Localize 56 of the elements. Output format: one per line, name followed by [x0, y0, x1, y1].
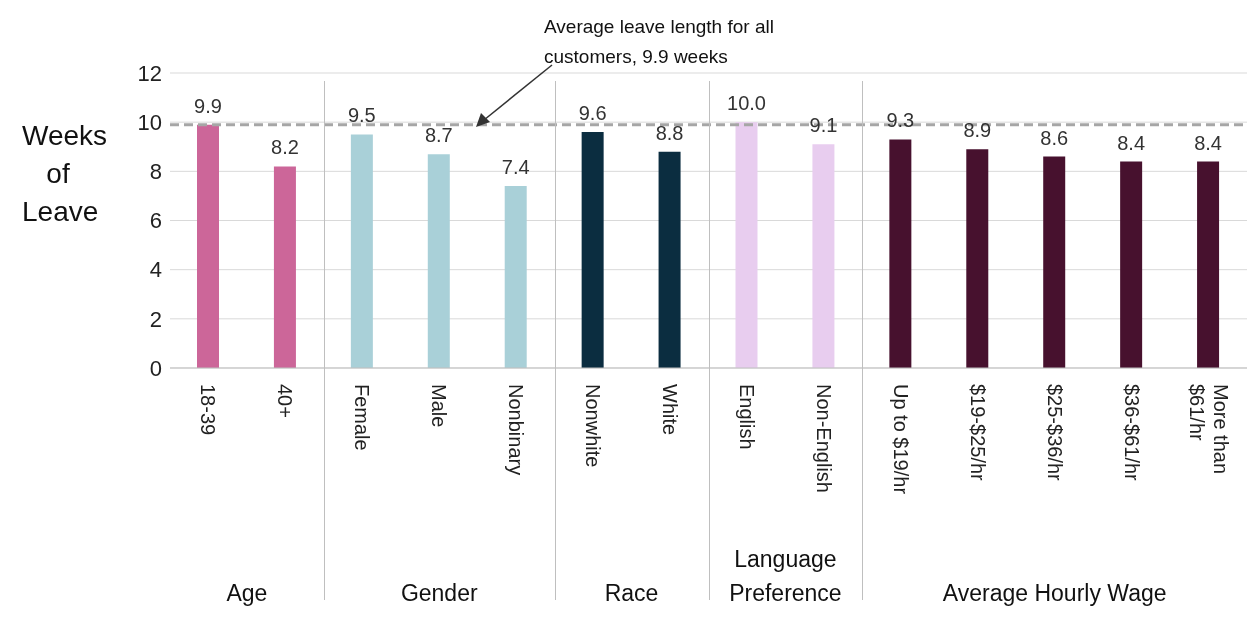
bar	[427, 154, 450, 368]
y-tick-label: 6	[149, 208, 162, 234]
data-label: 8.8	[655, 121, 684, 144]
bar	[889, 139, 912, 368]
y-tick-label: 4	[149, 257, 162, 283]
bar	[966, 149, 989, 368]
data-label: 8.9	[963, 119, 992, 142]
text: Language Preference	[728, 545, 843, 608]
bar	[1043, 156, 1066, 368]
y-tick-label: 0	[149, 355, 162, 381]
y-tick-label: 10	[137, 109, 162, 135]
x-tick-label: $36-$61/hr	[1120, 384, 1143, 482]
x-tick-label: English	[735, 384, 758, 450]
x-tick-label: Nonwhite	[582, 384, 605, 468]
bar	[812, 144, 835, 368]
data-label: 8.4	[1117, 131, 1146, 154]
data-label: 9.5	[347, 104, 376, 127]
y-tick-label: 12	[137, 60, 162, 86]
x-tick-label: $19-$25/hr	[966, 384, 989, 482]
x-tick-label: Up to $19/hr	[889, 384, 912, 495]
x-tick-label: Non-English	[812, 384, 835, 493]
data-label: 8.2	[271, 136, 299, 159]
data-label: 9.1	[809, 114, 838, 137]
bar	[273, 166, 296, 368]
data-label: 7.4	[501, 156, 530, 179]
x-tick-label: 18-39	[197, 384, 220, 436]
ref-line-label: Average leave length for all customers, 9.9 weeks	[544, 15, 775, 69]
data-label: 8.4	[1194, 131, 1222, 154]
x-tick-label: Female	[351, 384, 374, 451]
y-axis-title: Weeks of Leave	[21, 119, 108, 230]
x-tick-label: White	[659, 384, 682, 436]
y-tick-label: 2	[149, 306, 162, 332]
text: Race	[603, 579, 660, 608]
x-tick-label: 40+	[274, 384, 297, 418]
bar	[735, 122, 758, 368]
bar	[581, 132, 604, 368]
data-label: 9.9	[194, 94, 222, 117]
text: Average Hourly Wage	[941, 579, 1168, 608]
data-label: 9.3	[886, 109, 915, 132]
bar	[504, 186, 527, 368]
data-label: 8.7	[424, 124, 453, 147]
bar	[1197, 161, 1220, 368]
bar	[658, 151, 681, 368]
text: Age	[225, 579, 269, 608]
data-label: 9.6	[578, 102, 607, 124]
x-tick-label: Male	[428, 384, 451, 428]
y-tick-label: 8	[149, 159, 162, 185]
x-tick-label: Nonbinary	[505, 384, 528, 476]
bar	[197, 124, 219, 368]
bar	[1120, 161, 1143, 368]
data-label: 10.0	[727, 92, 766, 115]
text: Gender	[399, 579, 479, 608]
x-tick-label: $25-$36/hr	[1043, 384, 1066, 482]
data-label: 8.6	[1040, 126, 1069, 149]
x-tick-label: More than $61/hr	[1185, 384, 1232, 475]
bar	[350, 134, 373, 368]
